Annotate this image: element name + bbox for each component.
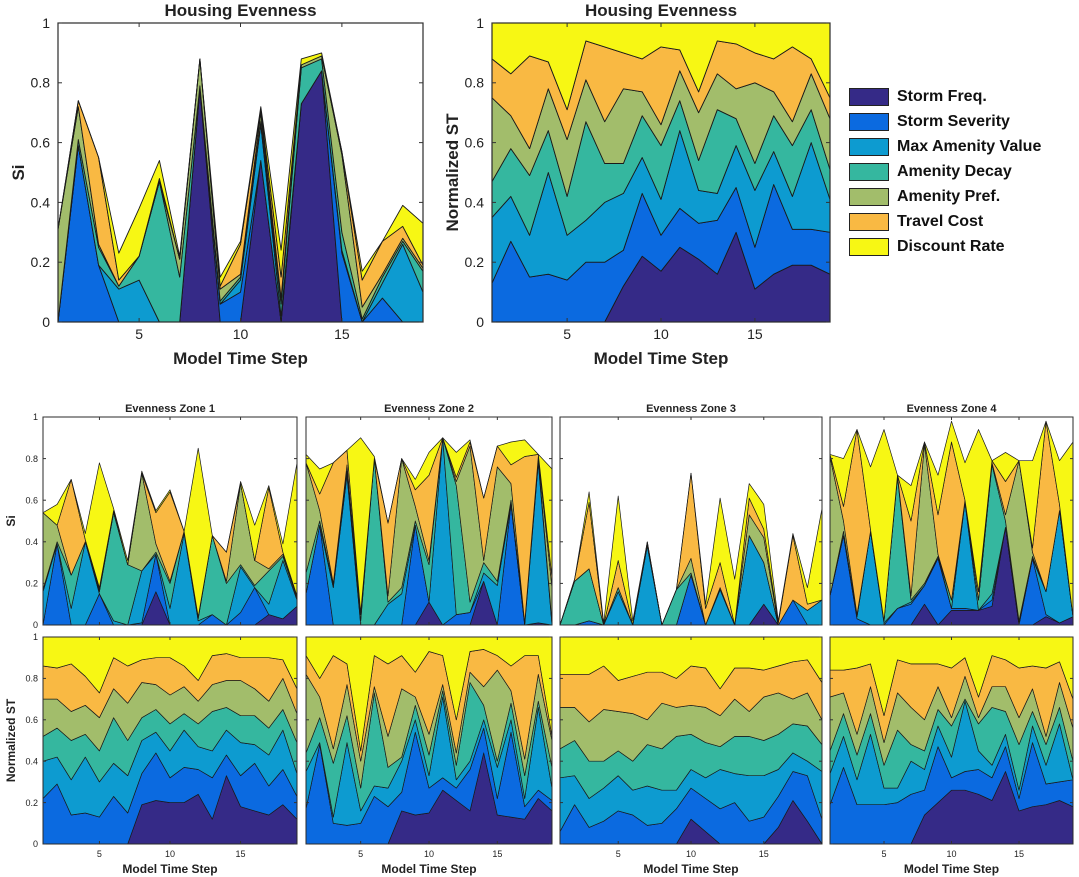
y-tick-label: 1 [33,632,38,642]
legend-item-max-amenity-value: Max Amenity Value [849,134,1075,159]
chart-7: 5 10 15 Model Time Step [305,636,553,876]
legend-swatch [849,162,889,181]
y-tick-label: 0.8 [25,674,38,684]
legend-item-discount-rate: Discount Rate [849,234,1075,259]
chart-title: Evenness Zone 4 [907,403,998,415]
legend-label: Amenity Decay [897,162,1012,180]
x-tick-label: 10 [233,326,249,342]
y-tick-label: 1 [476,15,484,31]
legend-label: Discount Rate [897,237,1005,255]
chart-title: Evenness Zone 3 [646,403,736,415]
chart-9: 5 10 15 Model Time Step [829,636,1074,876]
x-tick-label: 15 [236,849,246,859]
x-axis-label: Model Time Step [643,862,738,876]
x-axis-label: Model Time Step [122,862,217,876]
y-tick-label: 0 [33,620,38,630]
y-tick-label: 0.6 [25,495,38,505]
chart-0: 5 10 15 0 0.2 0.4 0.6 0.8 1 Housing Evenness Model… [9,1,424,368]
chart-1: 5 10 15 0 0.2 0.4 0.6 0.8 1 Housing Evenness Model… [443,1,831,368]
y-tick-label: 0.8 [31,75,51,91]
x-tick-label: 10 [686,849,696,859]
legend-swatch [849,237,889,256]
y-tick-label: 0.6 [31,135,51,151]
x-axis-label: Model Time Step [594,349,729,368]
y-tick-label: 0.2 [465,254,485,270]
chart-title: Housing Evenness [164,1,316,20]
legend-label: Travel Cost [897,212,984,230]
chart-3: Evenness Zone 2 [305,403,553,626]
legend-label: Storm Freq. [897,87,987,105]
legend-item-storm-freq: Storm Freq. [849,84,1075,109]
x-tick-label: 5 [616,849,621,859]
x-tick-label: 10 [424,849,434,859]
y-tick-label: 0.2 [25,798,38,808]
x-axis-label: Model Time Step [381,862,476,876]
chart-title: Housing Evenness [585,1,737,20]
y-tick-label: 0.4 [31,194,51,210]
y-tick-label: 0.8 [25,454,38,464]
chart-8: 5 10 15 Model Time Step [559,636,823,876]
chart-5: Evenness Zone 4 [829,403,1074,626]
y-tick-label: 0 [33,839,38,849]
x-tick-label: 15 [1014,849,1024,859]
x-tick-label: 15 [747,326,763,342]
y-tick-label: 0.8 [465,75,485,91]
legend-item-storm-severity: Storm Severity [849,109,1075,134]
x-tick-label: 10 [165,849,175,859]
y-tick-label: 0.2 [31,254,51,270]
x-tick-label: 10 [946,849,956,859]
y-axis-label: Si [9,164,28,180]
y-tick-label: 0.6 [465,135,485,151]
x-tick-label: 5 [358,849,363,859]
legend: Storm Freq. Storm Severity Max Amenity V… [849,84,1075,259]
legend-label: Max Amenity Value [897,137,1042,155]
y-tick-label: 1 [42,15,50,31]
chart-6: 5 10 15 0 0.2 0.4 0.6 0.8 1 Model Time Step Normal… [4,632,298,876]
y-tick-label: 0.4 [25,756,38,766]
y-tick-label: 0.4 [465,194,485,210]
legend-item-amenity-decay: Amenity Decay [849,159,1075,184]
x-axis-label: Model Time Step [904,862,999,876]
legend-item-travel-cost: Travel Cost [849,209,1075,234]
y-axis-label: Normalized ST [4,698,18,782]
x-axis-label: Model Time Step [173,349,308,368]
x-tick-label: 15 [759,849,769,859]
legend-swatch [849,137,889,156]
chart-title: Evenness Zone 1 [125,403,215,415]
y-tick-label: 0.2 [25,579,38,589]
x-tick-label: 15 [492,849,502,859]
legend-swatch [849,187,889,206]
x-tick-label: 5 [135,326,143,342]
y-tick-label: 1 [33,412,38,422]
x-tick-label: 5 [563,326,571,342]
legend-swatch [849,87,889,106]
x-tick-label: 15 [334,326,350,342]
legend-swatch [849,212,889,231]
legend-item-amenity-pref: Amenity Pref. [849,184,1075,209]
x-tick-label: 10 [653,326,669,342]
legend-label: Amenity Pref. [897,187,1001,205]
chart-title: Evenness Zone 2 [384,403,474,415]
y-tick-label: 0.4 [25,537,38,547]
y-axis-label: Si [4,515,18,526]
chart-4: Evenness Zone 3 [559,403,823,626]
y-tick-label: 0.6 [25,715,38,725]
y-axis-label: Normalized ST [443,113,462,232]
legend-label: Storm Severity [897,112,1010,130]
y-tick-label: 0 [42,314,50,330]
x-tick-label: 5 [881,849,886,859]
legend-swatch [849,112,889,131]
y-tick-label: 0 [476,314,484,330]
chart-2: 0 0.2 0.4 0.6 0.8 1 Evenness Zone 1 Si [4,403,298,630]
x-tick-label: 5 [97,849,102,859]
